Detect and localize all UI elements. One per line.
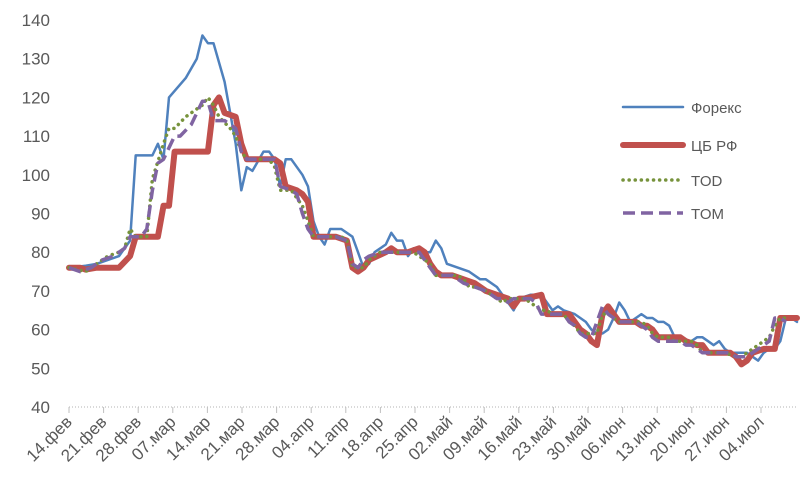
series-layer xyxy=(66,34,800,368)
y-tick-label: 140 xyxy=(22,11,50,30)
legend-label: Форекс xyxy=(691,100,742,117)
legend: Форекс ЦБ РФ TOD TOM xyxy=(620,100,742,223)
y-tick-label: 70 xyxy=(31,282,50,301)
y-tick-label: 50 xyxy=(31,359,50,378)
series-line-2 xyxy=(67,95,788,359)
y-tick-label: 100 xyxy=(22,166,50,185)
series-line-3 xyxy=(68,99,787,359)
y-tick-label: 40 xyxy=(31,398,50,417)
x-axis: 14.фев21.фев28.фев07.мар14.мар21.мар28.м… xyxy=(23,406,797,466)
legend-label: TOD xyxy=(691,173,723,190)
y-tick-label: 80 xyxy=(31,243,50,262)
y-axis: 40 50 60 70 80 90 100 110 120 130 140 xyxy=(22,11,50,417)
y-tick-label: 120 xyxy=(22,88,50,107)
y-tick-label: 90 xyxy=(31,205,50,224)
y-tick-label: 130 xyxy=(22,50,50,69)
legend-label: TOM xyxy=(691,206,724,223)
legend-label: ЦБ РФ xyxy=(691,138,737,155)
series-line-0 xyxy=(67,34,799,362)
y-tick-label: 60 xyxy=(31,321,50,340)
y-tick-label: 110 xyxy=(23,127,50,146)
